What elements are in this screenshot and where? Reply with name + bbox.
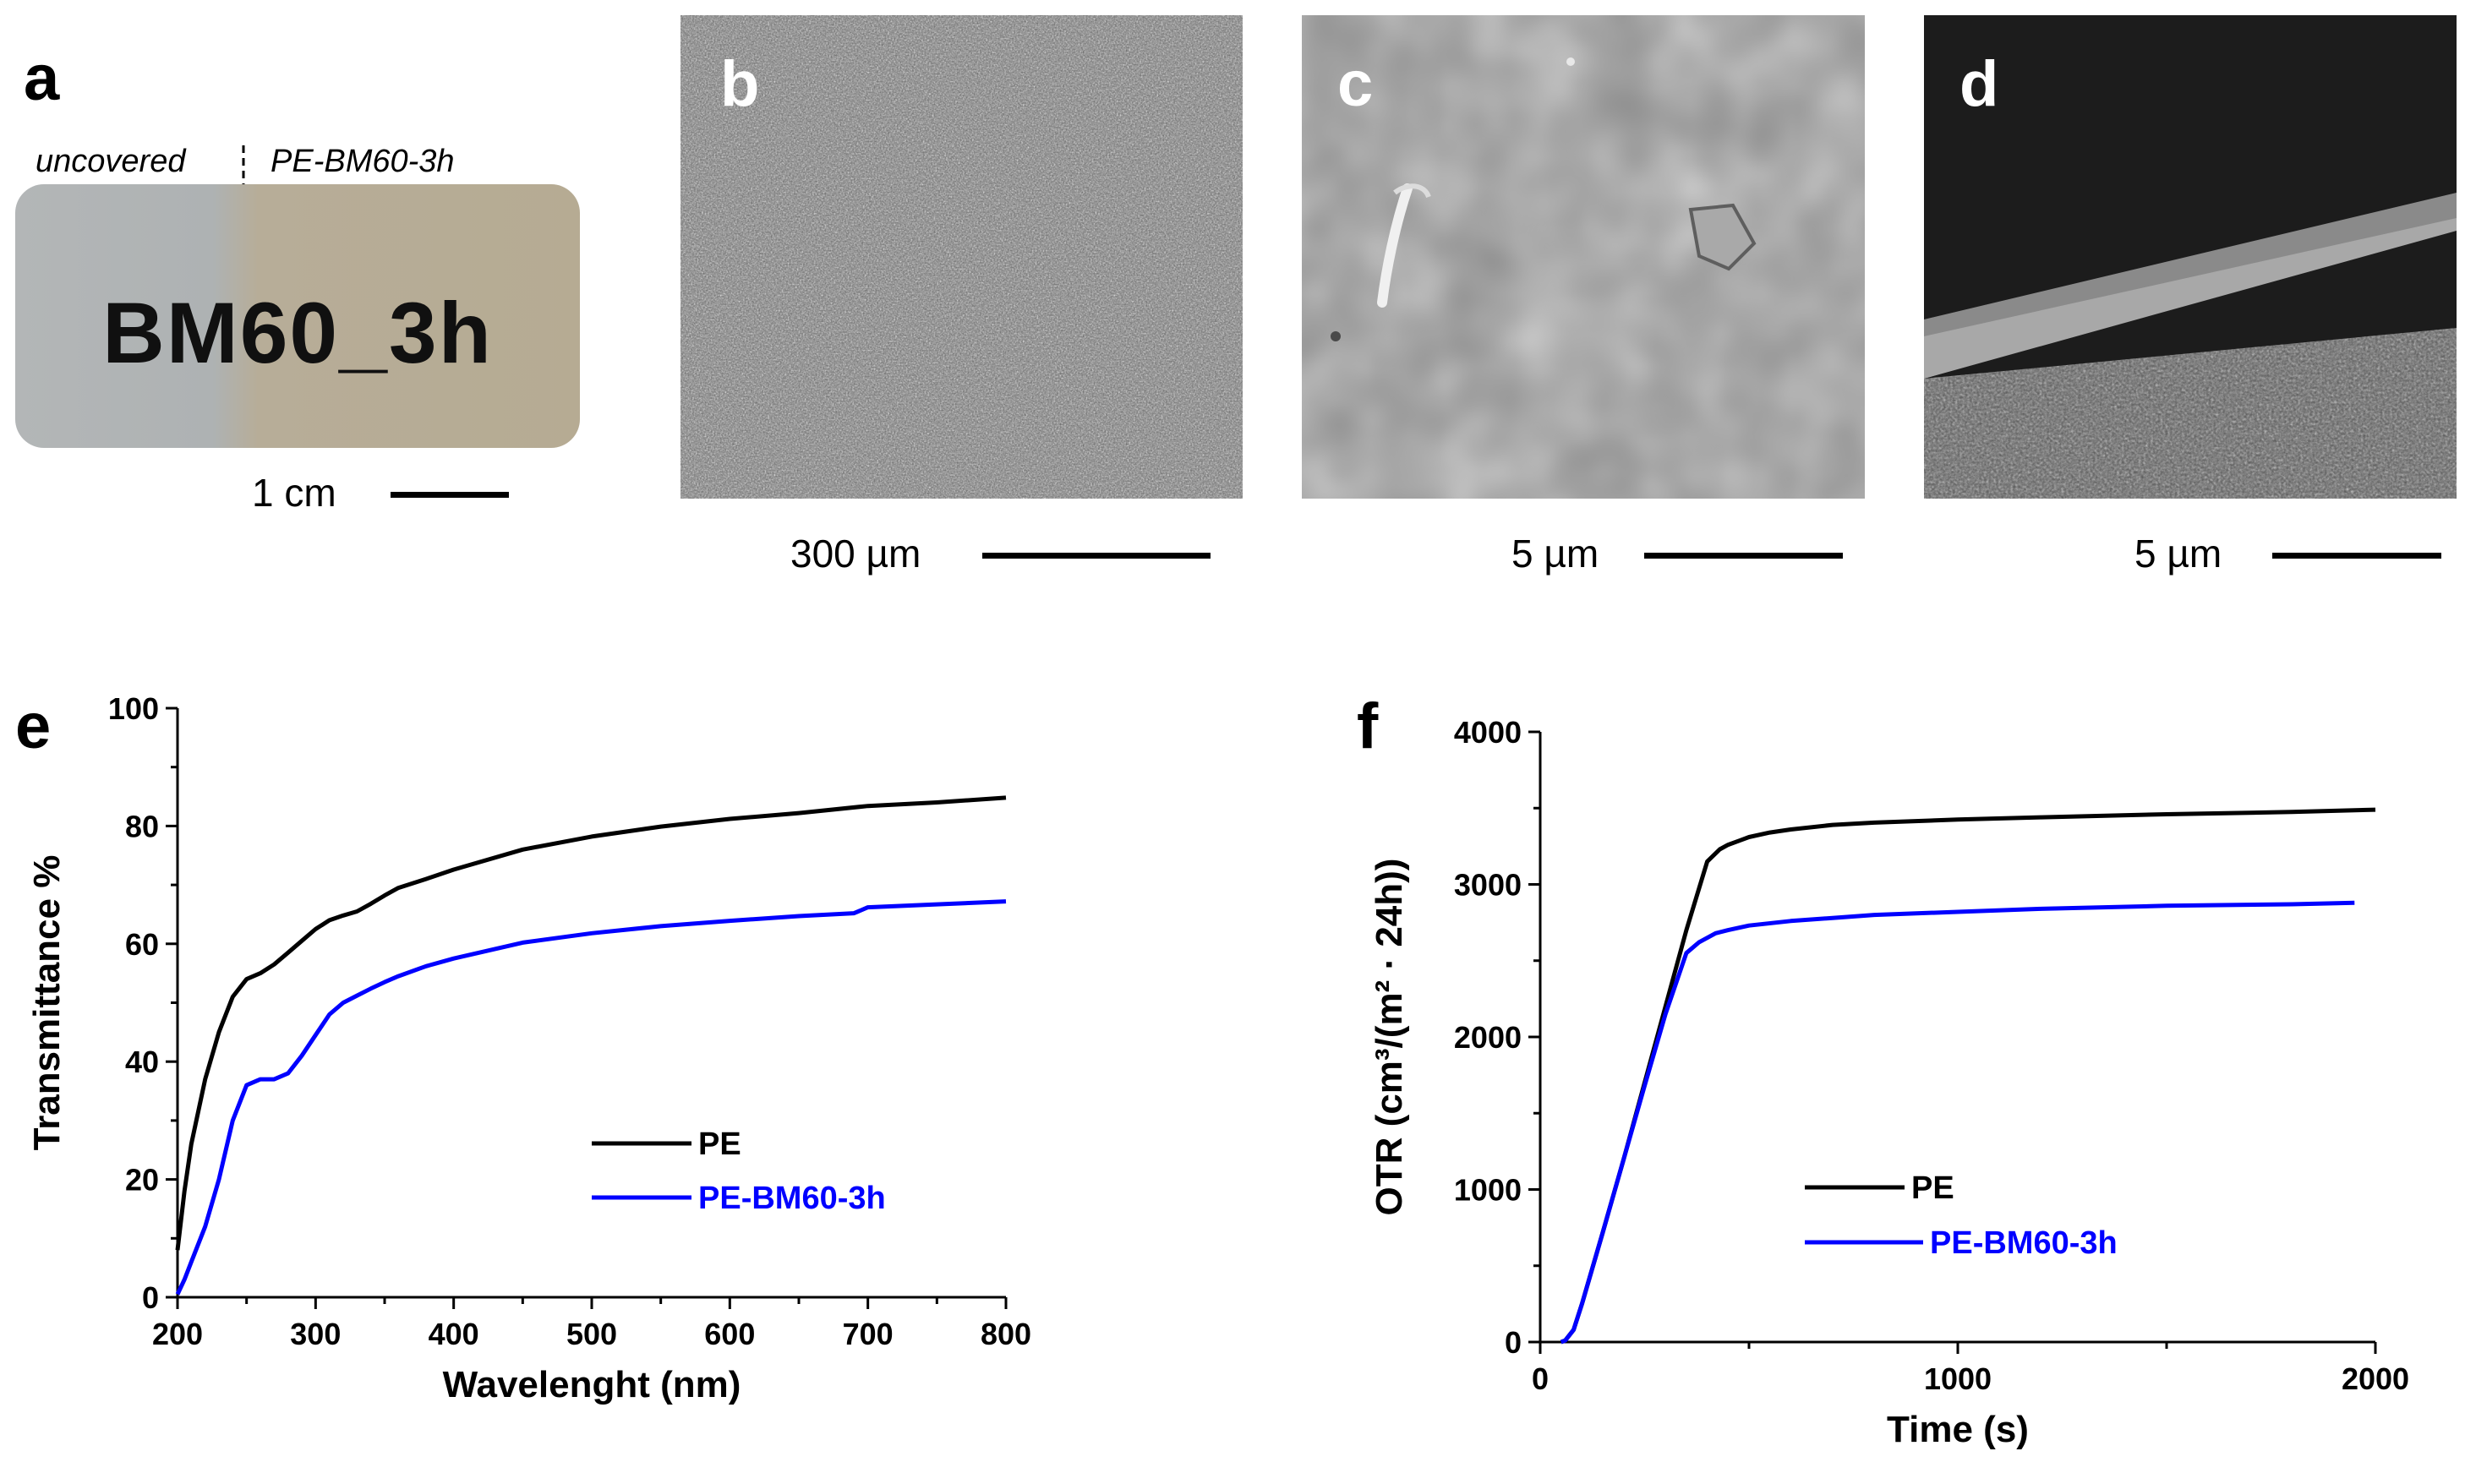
sem-image-b (680, 15, 1243, 499)
legend-label-pe-bm60-3h: PE-BM60-3h (1930, 1225, 2118, 1261)
legend-label-pe-bm60-3h: PE-BM60-3h (698, 1181, 886, 1216)
scale-bar-c (1644, 553, 1843, 559)
x-tick-label: 0 (1532, 1361, 1549, 1396)
scale-bar-a (391, 492, 509, 498)
y-axis-title: OTR (cm³/(m² · 24h)) (1369, 859, 1410, 1216)
x-tick-label: 400 (429, 1317, 479, 1351)
scale-label-c: 5 µm (1511, 532, 1599, 576)
uncovered-caption: uncovered (36, 144, 186, 179)
y-tick-label: 4000 (1454, 715, 1522, 750)
x-axis-title: Time (s) (1887, 1409, 2029, 1450)
series-line-pe-bm60-3h (175, 899, 1007, 1296)
y-tick-label: 1000 (1454, 1173, 1522, 1208)
x-tick-label: 700 (843, 1317, 894, 1351)
scale-label-a: 1 cm (252, 471, 336, 515)
coated-caption: PE-BM60-3h (271, 144, 455, 179)
series-line-pe (175, 795, 1007, 1251)
scale-bar-d (2272, 553, 2441, 559)
scale-label-d: 5 µm (2134, 532, 2222, 576)
sem-image-c (1302, 15, 1865, 499)
panel-label-b: b (720, 48, 760, 120)
x-tick-label: 300 (290, 1317, 341, 1351)
otr-chart: 0 1000 2000 0 1000 2000 3000 4000 Time (s) OTR (c… (1369, 715, 2409, 1450)
panel-label-d: d (1959, 48, 1999, 120)
series-line-pe (1560, 807, 2376, 1345)
scale-label-b: 300 µm (790, 532, 921, 576)
sample-photo: BM60_3h (15, 184, 580, 448)
legend-label-pe: PE (698, 1127, 741, 1162)
sem-image-d (1924, 15, 2457, 499)
y-tick-label: 20 (125, 1163, 159, 1198)
y-tick-label: 80 (125, 809, 159, 843)
x-tick-label: 200 (152, 1317, 203, 1351)
transmittance-chart: 200 300 400 500 600 700 800 0 20 40 60 80 100 Wavelen… (26, 691, 1031, 1405)
x-tick-label: 2000 (2342, 1361, 2409, 1396)
panel-label-a: a (24, 42, 60, 114)
panel-label-f: f (1357, 690, 1379, 762)
series-line-pe-bm60-3h (1560, 900, 2355, 1345)
panel-label-c: c (1337, 48, 1374, 120)
x-tick-label: 500 (566, 1317, 617, 1351)
legend-label-pe: PE (1911, 1170, 1954, 1206)
x-tick-label: 800 (981, 1317, 1031, 1351)
x-tick-label: 1000 (1924, 1361, 1992, 1396)
panel-label-e: e (15, 690, 52, 762)
x-tick-label: 600 (704, 1317, 755, 1351)
y-axis-title: Transmittance % (26, 855, 68, 1151)
y-tick-label: 0 (142, 1280, 159, 1315)
y-tick-label: 3000 (1454, 868, 1522, 903)
scale-bar-b (982, 553, 1211, 559)
y-tick-label: 60 (125, 927, 159, 962)
sample-label-text: BM60_3h (102, 285, 493, 381)
y-tick-label: 100 (108, 691, 159, 726)
y-tick-label: 0 (1505, 1325, 1522, 1360)
y-tick-label: 40 (125, 1045, 159, 1079)
y-tick-label: 2000 (1454, 1020, 1522, 1055)
x-axis-title: Wavelenght (nm) (443, 1364, 741, 1405)
